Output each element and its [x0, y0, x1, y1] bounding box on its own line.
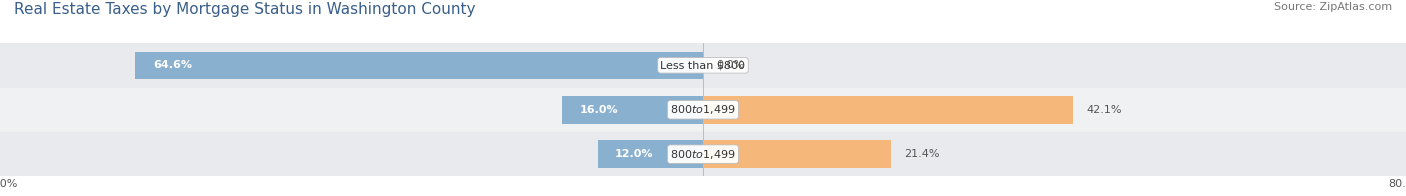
Bar — [0, 88, 1406, 132]
Text: 42.1%: 42.1% — [1087, 105, 1122, 115]
Bar — [0, 43, 1406, 88]
Text: Real Estate Taxes by Mortgage Status in Washington County: Real Estate Taxes by Mortgage Status in … — [14, 2, 475, 17]
Text: 0.0%: 0.0% — [716, 60, 744, 70]
Text: 21.4%: 21.4% — [904, 149, 939, 159]
Text: 64.6%: 64.6% — [153, 60, 191, 70]
Bar — [135, 52, 703, 79]
Text: $800 to $1,499: $800 to $1,499 — [671, 148, 735, 161]
Text: 12.0%: 12.0% — [616, 149, 654, 159]
Bar — [0, 132, 1406, 176]
Bar — [703, 140, 891, 168]
Bar — [598, 140, 703, 168]
Text: Less than $800: Less than $800 — [661, 60, 745, 70]
Text: $800 to $1,499: $800 to $1,499 — [671, 103, 735, 116]
Text: Source: ZipAtlas.com: Source: ZipAtlas.com — [1274, 2, 1392, 12]
Text: 16.0%: 16.0% — [581, 105, 619, 115]
Bar — [703, 96, 1073, 123]
Bar — [562, 96, 703, 123]
